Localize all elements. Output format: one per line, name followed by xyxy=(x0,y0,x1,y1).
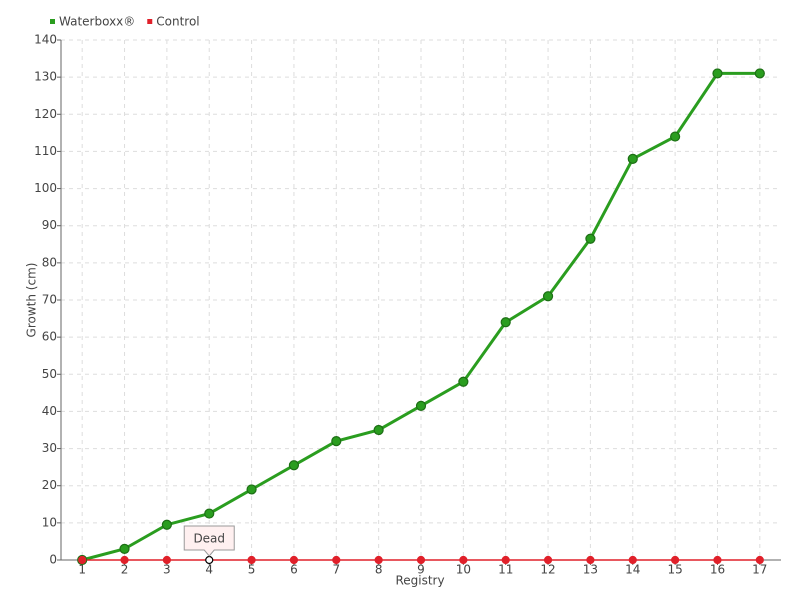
x-tick-label: 6 xyxy=(290,563,298,577)
y-tick-label: 130 xyxy=(34,70,57,84)
annotation-box xyxy=(183,525,235,557)
data-point xyxy=(119,543,130,554)
data-point xyxy=(161,519,172,530)
x-tick-label: 3 xyxy=(163,563,171,577)
data-point xyxy=(500,317,511,328)
data-point xyxy=(288,460,300,471)
x-tick-label: 10 xyxy=(456,563,471,577)
data-point xyxy=(78,555,87,565)
data-point xyxy=(713,555,722,565)
data-point xyxy=(373,424,384,436)
data-point xyxy=(332,555,341,565)
data-point xyxy=(162,555,171,565)
data-point xyxy=(247,555,256,565)
y-tick-label: 70 xyxy=(42,293,57,307)
data-point xyxy=(331,436,342,447)
y-tick-label: 110 xyxy=(34,144,57,158)
data-point xyxy=(671,555,680,565)
data-point xyxy=(204,508,215,519)
data-point xyxy=(755,555,764,565)
y-tick-label: 40 xyxy=(42,404,57,418)
data-point xyxy=(627,153,638,164)
x-axis-label: Registry xyxy=(395,574,444,588)
data-point xyxy=(628,555,637,565)
y-tick-label: 20 xyxy=(42,478,57,492)
data-point xyxy=(459,555,468,565)
x-tick-label: 8 xyxy=(375,563,383,577)
data-point xyxy=(458,376,469,387)
y-tick-label: 10 xyxy=(42,515,57,529)
x-tick-label: 11 xyxy=(498,563,513,577)
x-tick-label: 9 xyxy=(417,563,425,577)
data-point xyxy=(754,68,765,79)
data-point xyxy=(416,555,426,565)
y-tick-label: 30 xyxy=(42,441,57,455)
x-tick-label: 14 xyxy=(625,563,640,577)
data-point xyxy=(585,233,596,244)
data-point xyxy=(586,555,595,565)
y-axis-label: Growth (cm) xyxy=(25,263,39,338)
y-tick-label: 80 xyxy=(42,255,57,269)
y-tick-label: 0 xyxy=(49,553,57,567)
data-point xyxy=(415,400,427,411)
x-tick-label: 5 xyxy=(248,563,256,577)
data-point xyxy=(670,131,681,142)
data-point xyxy=(374,555,383,565)
x-tick-label: 12 xyxy=(540,563,555,577)
data-point xyxy=(501,555,510,565)
x-tick-label: 2 xyxy=(121,563,129,577)
x-tick-label: 7 xyxy=(332,563,340,577)
data-point xyxy=(289,555,299,565)
x-tick-label: 17 xyxy=(752,563,767,577)
y-tick-label: 120 xyxy=(34,107,57,121)
data-point xyxy=(543,555,553,565)
data-point xyxy=(542,291,554,302)
y-tick-label: 90 xyxy=(42,218,57,232)
x-tick-label: 15 xyxy=(667,563,682,577)
y-tick-label: 50 xyxy=(42,367,57,381)
data-point xyxy=(205,555,214,565)
x-tick-label: 16 xyxy=(710,563,725,577)
annotation: Dead xyxy=(193,532,225,546)
legend-marker xyxy=(147,19,153,24)
y-tick-label: 140 xyxy=(34,33,57,47)
data-point xyxy=(120,555,129,565)
x-tick-label: 1 xyxy=(78,563,86,577)
x-tick-label: 13 xyxy=(583,563,598,577)
y-tick-label: 100 xyxy=(34,181,57,195)
legend-marker xyxy=(50,19,55,24)
data-point xyxy=(246,484,257,495)
legend-label: Waterboxx® xyxy=(59,15,135,29)
x-tick-label: 4 xyxy=(205,563,213,577)
data-point xyxy=(712,68,723,79)
legend-label: Control xyxy=(156,15,199,29)
y-tick-label: 60 xyxy=(42,330,57,344)
